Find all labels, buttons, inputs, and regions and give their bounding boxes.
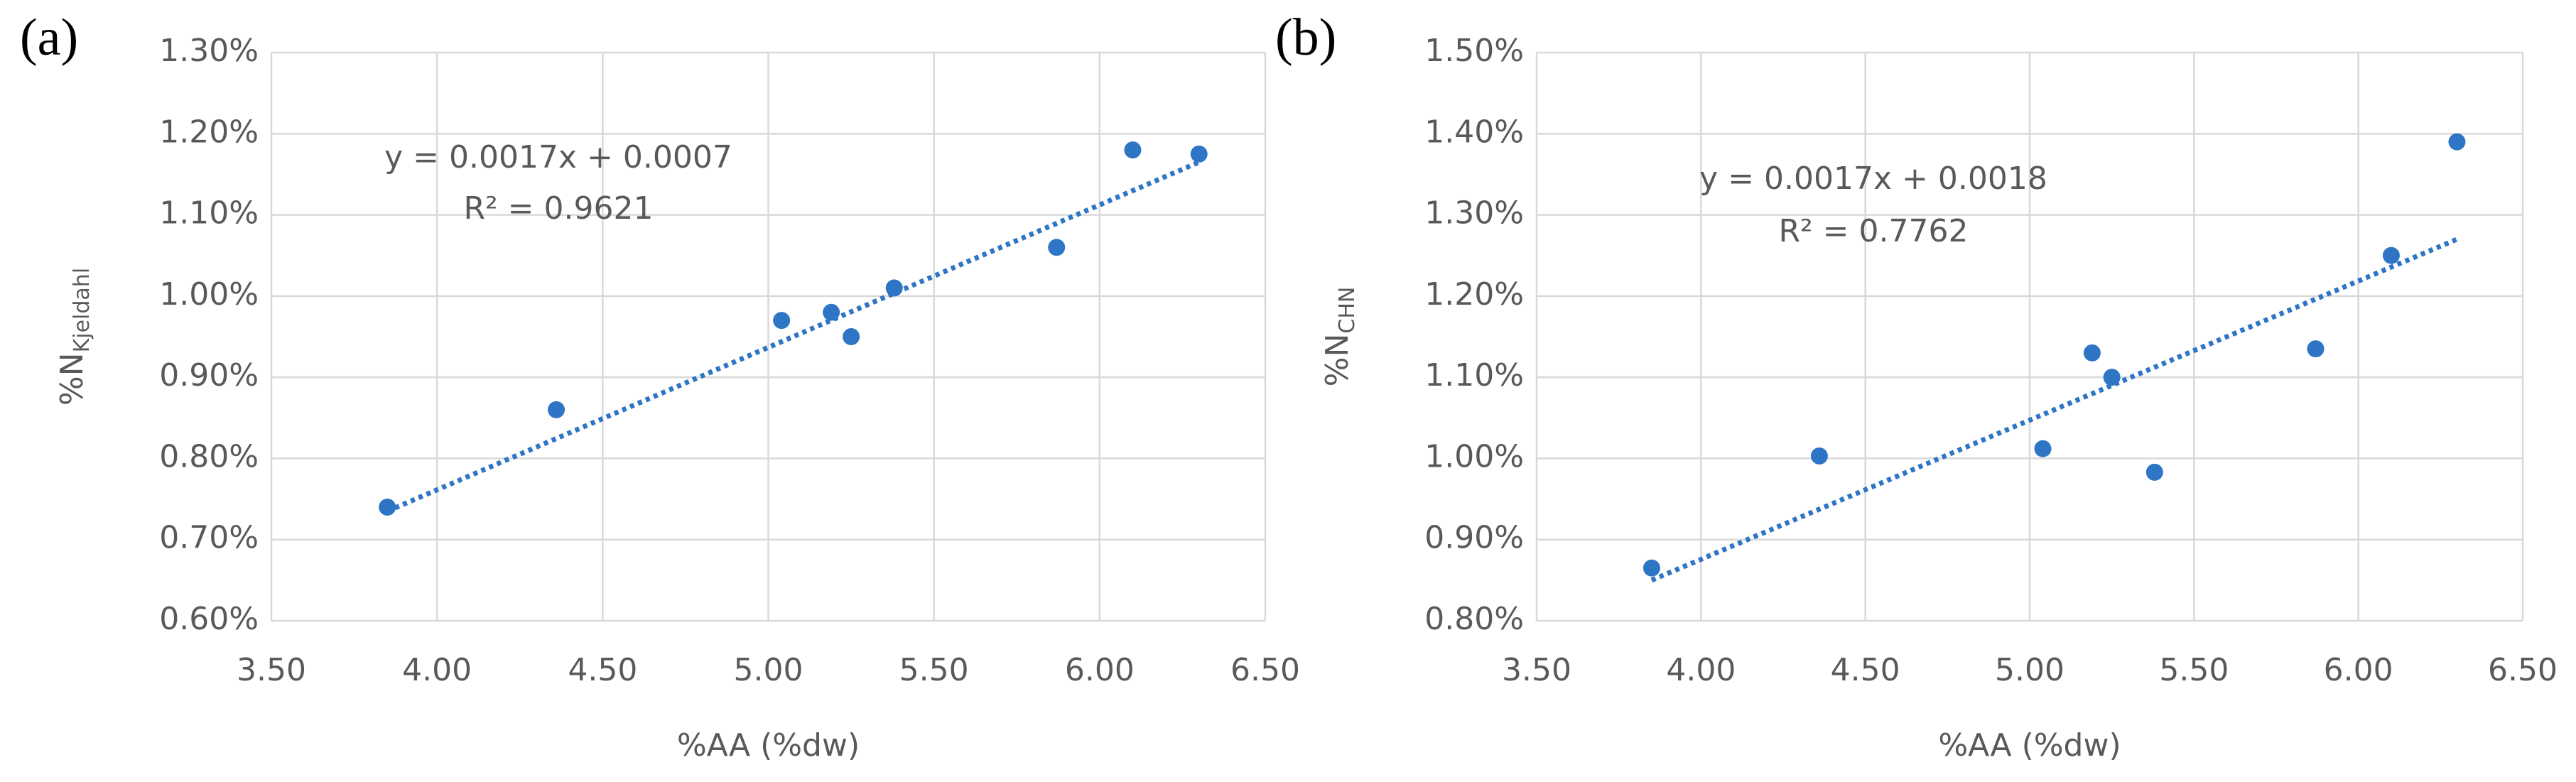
y-tick-label: 0.70% — [159, 520, 259, 556]
data-point — [2448, 133, 2466, 151]
data-point — [1643, 559, 1660, 577]
data-point — [2145, 463, 2163, 481]
x-tick-label: 3.50 — [237, 652, 306, 688]
data-point — [885, 279, 903, 297]
y-axis-title-main: %N — [1319, 334, 1355, 387]
x-tick-label: 3.50 — [1502, 652, 1571, 688]
y-tick-label: 1.40% — [1424, 114, 1524, 150]
data-point — [548, 401, 565, 418]
x-tick-label: 5.00 — [1995, 652, 2064, 688]
data-point — [1190, 145, 1208, 163]
y-tick-label: 1.00% — [159, 276, 259, 313]
panel-label: (a) — [20, 9, 78, 67]
x-tick-label: 4.00 — [1666, 652, 1736, 688]
x-tick-label: 6.50 — [2488, 652, 2558, 688]
y-tick-label: 1.20% — [159, 114, 259, 150]
x-tick-label: 6.00 — [2324, 652, 2393, 688]
x-tick-label: 4.50 — [1831, 652, 1900, 688]
y-tick-label: 1.30% — [159, 33, 259, 69]
x-tick-label: 6.00 — [1065, 652, 1135, 688]
y-tick-label: 1.20% — [1424, 276, 1524, 313]
y-axis-title-sub: Kjeldahl — [70, 268, 94, 353]
data-point — [379, 499, 396, 516]
data-point — [1124, 141, 1142, 159]
y-axis-title-main: %N — [54, 352, 90, 406]
x-axis-title: %AA (%dw) — [677, 727, 860, 764]
x-tick-label: 4.00 — [402, 652, 472, 688]
annotation: y = 0.0017x + 0.0007 — [384, 139, 732, 175]
x-tick-label: 5.50 — [2159, 652, 2229, 688]
data-point — [2307, 340, 2325, 358]
panel-label: (b) — [1275, 9, 1336, 67]
y-tick-label: 1.50% — [1424, 33, 1524, 69]
x-tick-label: 4.50 — [568, 652, 637, 688]
x-tick-label: 5.00 — [734, 652, 803, 688]
y-tick-label: 0.80% — [1424, 601, 1524, 637]
trendline — [386, 160, 1201, 514]
annotation: R² = 0.7762 — [1778, 213, 1968, 249]
y-axis-title-sub: CHN — [1335, 287, 1360, 334]
y-axis-title: %NCHN — [1319, 287, 1360, 387]
y-tick-label: 1.00% — [1424, 438, 1524, 474]
annotation: y = 0.0017x + 0.0018 — [1699, 161, 2047, 197]
y-tick-label: 0.80% — [159, 438, 259, 474]
y-tick-label: 0.90% — [159, 357, 259, 393]
data-point — [1810, 447, 1828, 465]
annotation: R² = 0.9621 — [463, 190, 653, 227]
x-axis-title: %AA (%dw) — [1938, 727, 2121, 764]
y-tick-label: 0.90% — [1424, 520, 1524, 556]
data-point — [2083, 344, 2101, 362]
y-tick-label: 1.30% — [1424, 195, 1524, 232]
y-axis-title: %NKjeldahl — [54, 268, 94, 406]
data-point — [843, 328, 860, 345]
data-point — [2382, 246, 2400, 264]
trendline — [1650, 237, 2458, 583]
data-point — [1048, 239, 1066, 256]
y-tick-label: 1.10% — [1424, 357, 1524, 393]
x-tick-label: 5.50 — [899, 652, 969, 688]
data-point — [773, 312, 791, 330]
data-point — [2034, 440, 2052, 457]
x-tick-label: 6.50 — [1230, 652, 1300, 688]
y-tick-label: 1.10% — [159, 195, 259, 232]
y-tick-label: 0.60% — [159, 601, 259, 637]
data-point — [2103, 369, 2121, 386]
data-point — [823, 303, 840, 321]
